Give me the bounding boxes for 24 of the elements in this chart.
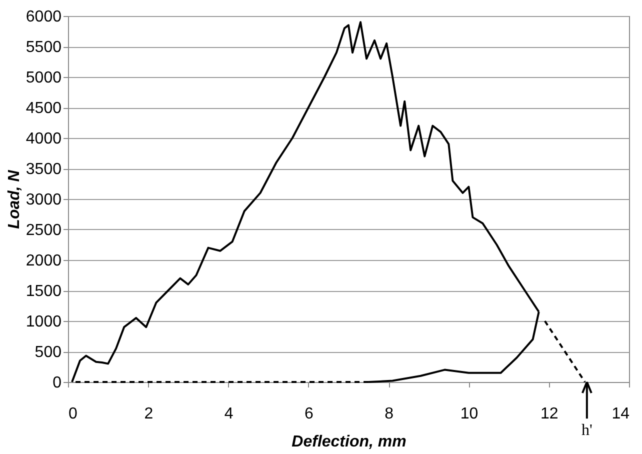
x-tick-label: 8 [384, 406, 394, 422]
y-tick-label: 2500 [26, 222, 62, 239]
y-tick-label: 500 [34, 344, 62, 361]
annotation: h' [581, 422, 592, 439]
y-tick-label: 5500 [26, 39, 62, 56]
y-tick-label: 1000 [26, 314, 62, 330]
x-axis-title: Deflection, mm [292, 434, 406, 450]
x-tick-label: 6 [304, 406, 314, 422]
y-tick-label: 3500 [26, 161, 62, 178]
y-tick-label: 2000 [26, 252, 62, 270]
x-tick-label: 2 [144, 406, 154, 422]
y-tick-label: 5000 [26, 70, 62, 86]
x-tick-label: 4 [224, 406, 234, 422]
y-tick-label: 4000 [26, 130, 62, 148]
y-tick-label: 0 [52, 374, 62, 392]
y-tick-label: 3000 [26, 192, 62, 208]
x-tick-label: 12 [540, 406, 558, 422]
x-tick-label: 14 [612, 406, 630, 422]
y-tick-label: 4500 [26, 100, 62, 117]
y-tick-label: 1500 [26, 283, 62, 300]
x-tick-label: 0 [68, 406, 78, 422]
x-tick-label: 10 [460, 406, 478, 422]
y-axis-title: Load, N [6, 170, 23, 229]
y-tick-label: 6000 [26, 8, 62, 26]
